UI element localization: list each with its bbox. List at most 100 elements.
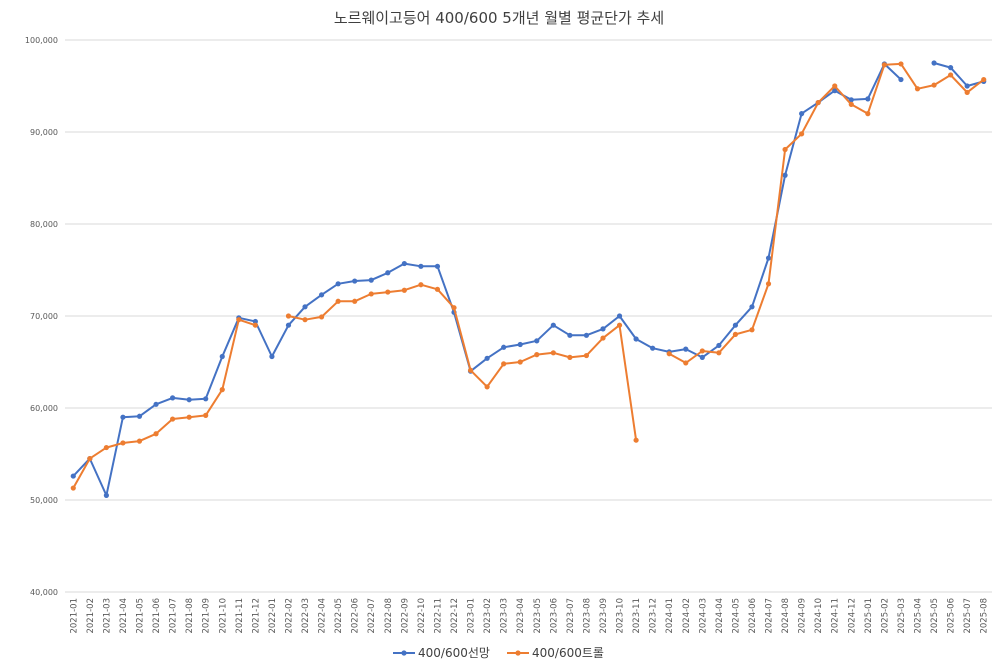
series-line [72,62,902,497]
series-line [933,62,985,87]
x-tick-label: 2024-08 [781,598,791,634]
data-point [765,281,772,287]
data-point [169,416,176,422]
data-point [732,331,739,337]
x-tick-label: 2021-05 [135,598,145,634]
data-point [749,327,755,333]
series-1 [70,60,987,498]
y-tick-label: 100,000 [25,36,58,45]
data-point [385,289,391,295]
data-point [948,65,954,71]
data-point [418,282,424,288]
data-point [600,335,606,341]
data-point [881,62,888,68]
data-point [583,332,590,338]
data-point [517,359,523,365]
x-tick-label: 2023-11 [632,598,642,634]
legend-label: 400/600트롤 [532,646,604,660]
data-point [120,414,126,420]
data-point [716,342,722,349]
data-point [534,338,540,344]
data-point [517,341,523,348]
x-tick-label: 2022-01 [268,598,278,634]
y-axis-ticks: 40,000 50,000 60,000 70,000 80,000 90,000 100,… [25,36,58,597]
x-tick-label: 2024-10 [814,598,824,634]
x-tick-label: 2024-03 [698,598,708,634]
data-point [103,444,109,451]
data-point [335,281,341,287]
data-point [666,351,672,357]
data-point [865,96,871,102]
y-tick-label: 40,000 [30,588,58,597]
x-tick-label: 2023-01 [467,598,477,634]
data-point [981,76,987,83]
data-point [484,384,490,390]
data-point [136,438,143,444]
data-point [368,277,374,283]
x-tick-label: 2024-09 [798,598,808,634]
x-axis-ticks: 2021-01 2021-02 2021-03 2021-04 2021-05 2021-… [69,598,989,634]
x-tick-label: 2021-01 [69,598,79,634]
data-point [964,89,970,96]
data-point [799,131,805,137]
data-point [434,263,441,269]
data-point [434,286,441,292]
data-point [931,60,937,66]
x-tick-label: 2022-03 [301,598,311,634]
data-point [451,305,457,311]
x-tick-label: 2023-03 [500,598,510,634]
data-point [219,387,225,393]
x-tick-label: 2023-12 [649,598,659,634]
data-point [87,456,93,462]
x-tick-label: 2021-09 [202,598,212,634]
x-tick-label: 2025-04 [914,598,924,634]
data-point [318,292,325,298]
data-point [964,83,970,89]
data-point [765,255,772,261]
x-tick-label: 2024-07 [765,598,775,634]
legend: 400/600선망 400/600트롤 [393,646,604,660]
data-point [567,354,573,360]
data-point [832,88,838,94]
data-point [103,492,109,498]
x-tick-label: 2022-11 [433,598,443,634]
data-point [352,298,358,304]
x-tick-label: 2021-02 [86,598,96,634]
data-point [699,354,705,360]
data-point [153,431,159,437]
x-tick-label: 2022-12 [450,598,460,634]
x-tick-label: 2024-11 [831,598,841,634]
data-point [318,314,325,320]
data-point [799,111,805,117]
x-tick-label: 2022-09 [400,598,410,634]
data-point [600,326,606,332]
data-point [782,172,788,178]
x-tick-label: 2025-01 [864,598,874,634]
data-point [252,322,258,328]
data-point [153,401,159,407]
x-tick-label: 2021-08 [185,598,195,634]
data-point [898,76,904,83]
x-tick-label: 2022-04 [318,598,328,634]
x-tick-label: 2021-10 [218,598,228,634]
x-tick-label: 2024-12 [847,598,857,634]
data-point [302,304,308,310]
data-point [501,361,507,367]
x-tick-label: 2022-05 [334,598,344,634]
chart-title: 노르웨이고등어 400/600 5개년 월별 평균단가 추세 [334,9,664,27]
data-point [865,111,871,117]
data-point [269,353,275,360]
legend-label: 400/600선망 [418,646,490,660]
data-point [683,360,689,366]
data-point [136,413,143,419]
gridlines [65,39,992,593]
x-tick-label: 2022-08 [384,598,394,634]
series-line [287,283,638,442]
data-point [484,355,490,361]
data-point [219,353,225,360]
data-point [848,97,854,103]
data-point [815,99,821,106]
x-tick-label: 2023-08 [582,598,592,634]
data-point [633,437,639,443]
